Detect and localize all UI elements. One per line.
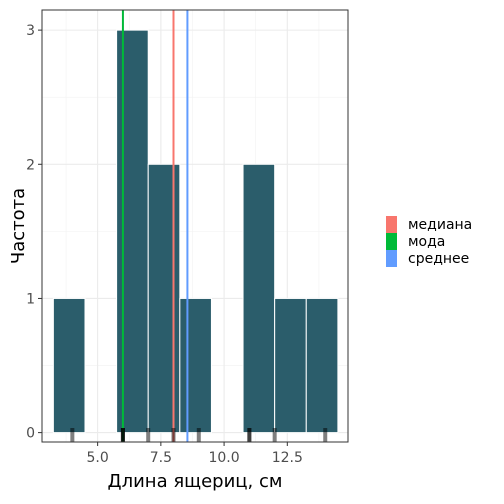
histogram-bar — [242, 163, 276, 434]
x-axis-title: Длина ящериц, см — [108, 471, 283, 492]
legend-label: мода — [408, 234, 445, 250]
y-axis-title: Частота — [8, 188, 29, 264]
legend-label: медиана — [408, 217, 472, 233]
histogram-bar — [147, 163, 181, 434]
x-axis-ticks: 5.0 7.5 10.0 12.5 — [87, 442, 303, 466]
histogram-bars — [52, 29, 339, 434]
x-tick-label: 10.0 — [208, 450, 239, 466]
legend-key — [386, 233, 397, 250]
y-tick-label: 1 — [26, 291, 35, 307]
plot-border — [41, 9, 349, 443]
histogram-bar — [116, 29, 149, 434]
histogram-bar — [52, 297, 86, 434]
histogram-bar — [179, 297, 212, 434]
legend-key — [386, 216, 397, 233]
legend-label: среднее — [408, 251, 469, 267]
x-tick-label: 12.5 — [272, 450, 303, 466]
histogram-bar — [305, 297, 339, 434]
y-tick-label: 0 — [26, 426, 35, 442]
y-tick-label: 2 — [26, 157, 35, 173]
reference-lines — [121, 10, 189, 442]
legend-key — [386, 250, 397, 267]
y-tick-label: 3 — [26, 23, 35, 39]
histogram-bar — [274, 297, 307, 434]
x-tick-label: 7.5 — [150, 450, 172, 466]
x-tick-label: 5.0 — [87, 450, 109, 466]
y-axis-ticks: 0 1 2 3 — [26, 23, 42, 442]
rug-marks — [70, 428, 328, 442]
